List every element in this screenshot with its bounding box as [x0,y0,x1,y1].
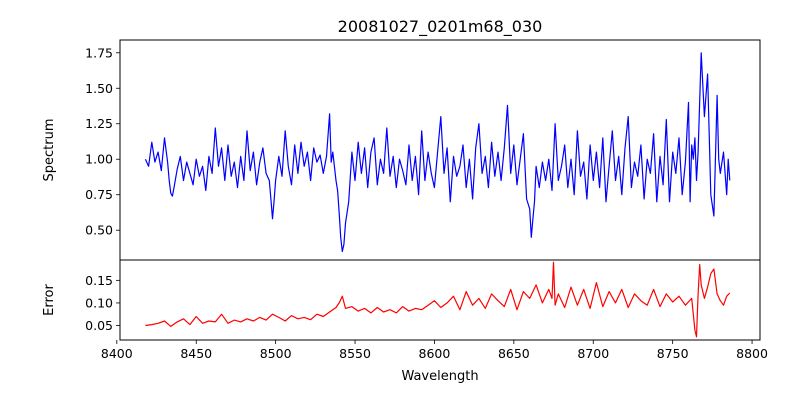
x-tick: 8800 [736,340,768,361]
error-y-tick: 0.15 [85,273,120,288]
spectrum-series [144,52,731,253]
chart-title: 20081027_0201m68_030 [338,17,543,37]
spectrum-y-tick-label: 1.75 [85,45,113,60]
spectrum-y-tick-label: 1.00 [85,152,113,167]
x-tick: 8500 [260,340,292,361]
error-y-tick-label: 0.10 [85,295,113,310]
spectrum-y-tick-label: 1.25 [85,116,113,131]
spectrum-y-tick: 0.50 [85,223,120,238]
x-axis-label: Wavelength [401,369,478,384]
spectrum-y-tick-label: 0.50 [85,223,113,238]
error-series [145,261,731,338]
spectrum-y-tick-label: 1.50 [85,81,113,96]
spectrum-y-tick: 0.75 [85,187,120,202]
spectrum-y-ticks: 0.50 0.75 1.00 1.25 1.50 1.75 [85,45,120,238]
error-y-tick-label: 0.05 [85,318,113,333]
x-tick: 8700 [577,340,609,361]
x-tick-label: 8650 [498,346,530,361]
error-y-ticks: 0.05 0.10 0.15 [85,273,120,333]
spectrum-y-label: Spectrum [42,119,57,182]
x-tick-label: 8800 [736,346,768,361]
spectrum-y-tick: 1.75 [85,45,120,60]
error-y-tick-label: 0.15 [85,273,113,288]
x-tick: 8400 [101,340,133,361]
spectrum-y-tick: 1.25 [85,116,120,131]
x-tick: 8450 [180,340,212,361]
spectrum-axes-frame [119,39,761,261]
x-tick: 8600 [419,340,451,361]
x-tick: 8650 [498,340,530,361]
x-tick-label: 8550 [339,346,371,361]
spectrum-line [144,52,731,253]
spectrum-panel: 0.50 0.75 1.00 1.25 1.50 1.75 Spectrum [42,39,761,261]
x-tick-label: 8700 [577,346,609,361]
x-tick-label: 8400 [101,346,133,361]
spectrum-y-tick: 1.00 [85,152,120,167]
error-panel: 0.05 0.10 0.15 Error [42,259,761,341]
error-line [145,261,731,338]
error-y-label: Error [42,284,57,316]
spectrum-y-tick-label: 0.75 [85,187,113,202]
x-tick-label: 8600 [419,346,451,361]
x-tick: 8550 [339,340,371,361]
error-axes-frame [119,259,761,341]
x-tick-label: 8500 [260,346,292,361]
error-y-tick: 0.05 [85,318,120,333]
x-tick: 8750 [657,340,689,361]
x-tick-label: 8750 [657,346,689,361]
spectrum-y-tick: 1.50 [85,81,120,96]
error-y-tick: 0.10 [85,295,120,310]
x-tick-label: 8450 [180,346,212,361]
x-ticks: 8400 8450 8500 8550 8600 8650 8700 8750 8800 [101,340,768,361]
